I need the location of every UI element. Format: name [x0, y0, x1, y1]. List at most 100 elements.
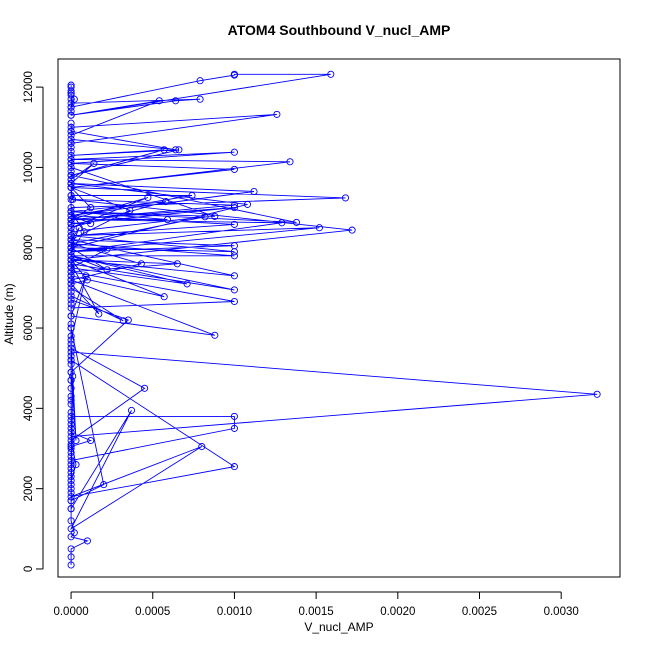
data-point [67, 304, 75, 312]
data-point [83, 537, 91, 545]
data-point [67, 296, 75, 304]
data-point [72, 436, 80, 445]
data-point [100, 481, 108, 489]
y-tick-label: 6000 [23, 315, 35, 341]
data-point [198, 442, 206, 451]
data-point [67, 545, 75, 553]
data-point [67, 220, 75, 228]
data-point [67, 477, 75, 485]
y-tick-label: 12000 [23, 71, 35, 103]
x-tick-label: 0.0015 [299, 606, 334, 618]
y-tick-label: 0 [23, 566, 35, 572]
x-tick-label: 0.0005 [135, 606, 170, 618]
data-point [67, 103, 75, 111]
data-point [67, 324, 75, 332]
data-point [67, 228, 75, 236]
x-tick-label: 0.0010 [217, 606, 252, 618]
data-point [201, 213, 209, 221]
data-point [67, 332, 75, 340]
data-point [160, 146, 168, 154]
data-point [67, 252, 75, 260]
data-point [67, 292, 75, 300]
data-point [211, 212, 219, 220]
data-point [67, 151, 75, 159]
data-point [67, 139, 75, 147]
data-point [67, 143, 75, 151]
data-point [67, 440, 75, 449]
data-point [67, 481, 75, 489]
data-point [230, 297, 238, 306]
data-point [163, 216, 172, 224]
data-point [593, 390, 601, 398]
data-point [67, 276, 75, 284]
data-point [230, 242, 238, 250]
data-point [67, 432, 75, 441]
y-tick-label: 10000 [23, 151, 35, 183]
data-point [230, 220, 238, 228]
data-point [67, 155, 75, 163]
data-point [67, 493, 75, 501]
data-point [162, 198, 170, 206]
data-point [341, 194, 350, 202]
data-point [67, 212, 75, 220]
data-point [67, 412, 75, 420]
data-point [67, 159, 75, 167]
data-point [250, 187, 258, 196]
data-point [67, 240, 75, 248]
data-point [67, 204, 75, 212]
data-point [67, 284, 75, 292]
data-point [67, 244, 75, 252]
x-tick-label: 0.0000 [53, 606, 88, 618]
data-point [67, 396, 75, 404]
data-point [75, 224, 83, 232]
data-point [67, 119, 75, 127]
data-point [67, 83, 75, 91]
x-tick-label: 0.0020 [380, 606, 415, 618]
data-point [67, 392, 75, 400]
data-point [126, 206, 134, 214]
data-point [230, 286, 238, 294]
data-point [67, 469, 75, 477]
data-point [67, 444, 75, 453]
data-point [83, 276, 91, 284]
data-point [67, 553, 75, 561]
data-point [67, 473, 75, 481]
data-point [67, 107, 75, 115]
data-point [67, 224, 75, 232]
data-point [230, 272, 238, 280]
data-point [67, 208, 75, 216]
data-point [67, 457, 75, 465]
data-point [67, 376, 75, 384]
data-point [67, 312, 75, 320]
data-point [124, 316, 132, 324]
data-point [67, 191, 75, 200]
series-line [69, 73, 598, 565]
y-axis-label: Altitude (m) [2, 283, 16, 344]
data-point [67, 81, 75, 89]
data-point [211, 331, 219, 339]
data-point [67, 232, 75, 240]
data-point [67, 91, 75, 99]
data-point [172, 97, 180, 105]
data-point [67, 420, 75, 428]
data-point [230, 463, 238, 471]
data-point [67, 485, 75, 493]
x-axis-label: V_nucl_AMP [304, 620, 373, 634]
data-point [243, 200, 252, 208]
data-point [67, 320, 75, 328]
data-point [196, 77, 204, 85]
data-point [137, 260, 145, 268]
data-point [67, 360, 75, 368]
data-point [292, 218, 301, 226]
data-point [67, 183, 75, 192]
data-point [67, 408, 75, 416]
plot-frame [57, 58, 621, 578]
data-point [67, 260, 75, 268]
data-point [278, 219, 286, 227]
data-point [67, 179, 75, 188]
data-point [67, 264, 75, 272]
y-tick-label: 8000 [23, 235, 35, 261]
data-point [67, 256, 75, 264]
data-point [67, 336, 75, 344]
